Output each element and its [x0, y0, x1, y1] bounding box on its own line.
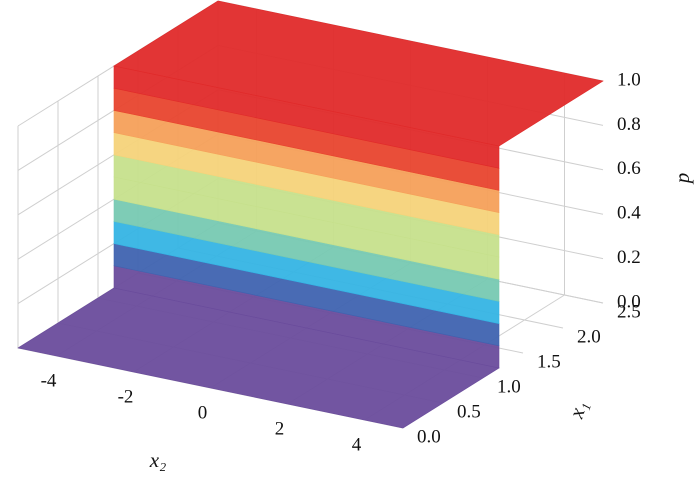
z-tick-label: 0.0 [617, 291, 641, 312]
y-axis-label: x₁ [564, 398, 592, 422]
y-tick-label: 2.5 [617, 301, 641, 322]
z-tick-label: 0.4 [617, 203, 641, 224]
y-tick-label: 2.0 [577, 326, 601, 347]
z-tick-label: 0.2 [617, 247, 641, 268]
y-tick-label: 0.5 [457, 401, 481, 422]
y-tick-label: 0.0 [417, 426, 441, 447]
z-tick-label: 0.6 [617, 158, 641, 179]
x-axis-label: x₂ [149, 448, 167, 472]
z-axis-label: p [670, 173, 694, 186]
y-tick-label: 1.0 [497, 376, 521, 397]
y-tick-label: 1.5 [537, 351, 561, 372]
z-tick-label: 1.0 [617, 69, 641, 90]
x-tick-label: -2 [118, 386, 134, 407]
z-tick-label: 0.8 [617, 114, 641, 135]
x-tick-label: 0 [198, 402, 208, 423]
x-tick-label: 2 [275, 418, 285, 439]
x-tick-label: 4 [352, 434, 362, 455]
surface-patch [113, 0, 604, 147]
x-tick-label: -4 [41, 370, 57, 391]
